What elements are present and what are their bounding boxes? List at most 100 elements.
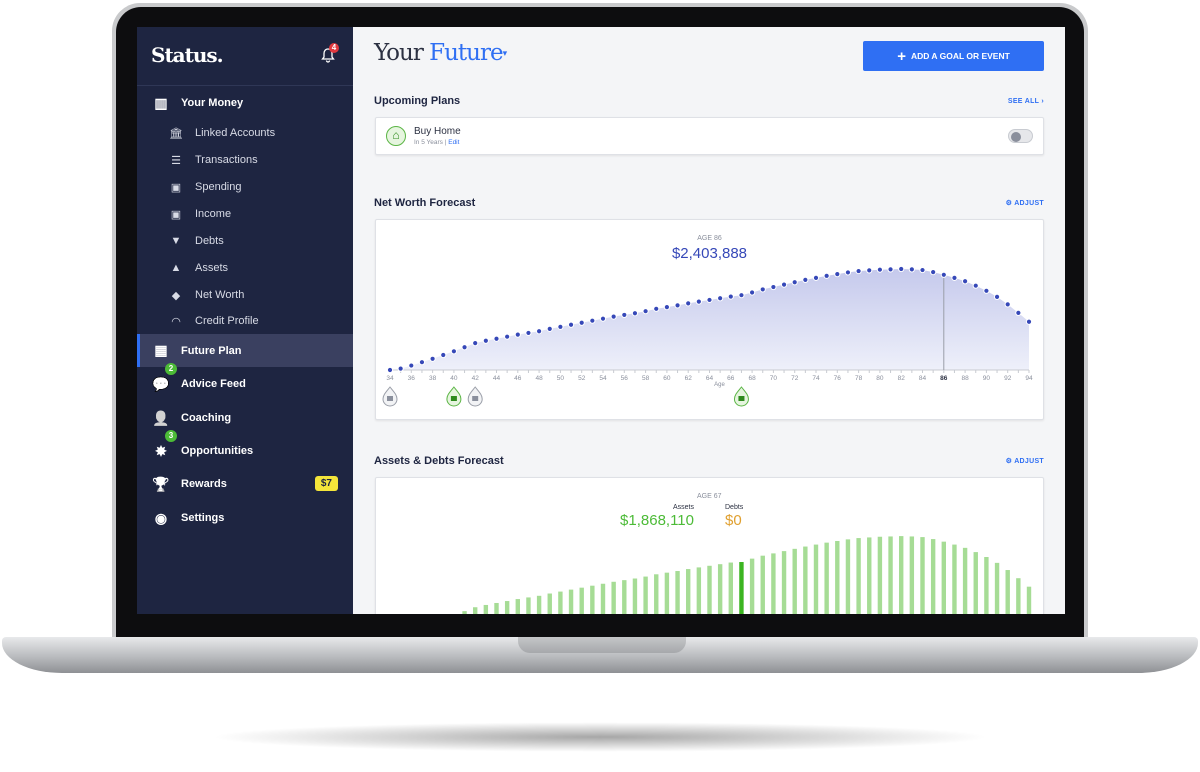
sidebar-item-label: Net Worth — [195, 289, 245, 301]
page-title[interactable]: Your Future▾ — [374, 40, 507, 66]
asset-bar — [962, 547, 968, 614]
data-point — [663, 304, 670, 311]
x-tick-label: 56 — [621, 375, 629, 382]
chevron-down-icon[interactable]: ▾ — [502, 49, 507, 59]
data-point — [685, 300, 692, 307]
sidebar-item-debts[interactable]: ▼ Debts — [137, 226, 353, 256]
asset-bar — [867, 537, 872, 614]
asset-bar — [792, 548, 797, 614]
rewards-badge: $7 — [314, 476, 338, 491]
bar-chart-icon: ▥ — [154, 94, 168, 111]
sidebar-item-coaching[interactable]: 👤 Coaching — [137, 403, 353, 433]
sidebar-item-opportunities[interactable]: ✸ Opportunities 3 — [137, 430, 353, 466]
asset-bar — [611, 581, 616, 614]
sidebar-item-label: Assets — [195, 262, 229, 274]
net-worth-adjust-button[interactable]: ⚙ ADJUST — [1006, 199, 1044, 207]
coach-icon: 👤 — [152, 409, 170, 426]
main-content: Your Future▾ + ADD A GOAL OR EVENT Upcomi… — [353, 27, 1065, 614]
data-point — [567, 321, 575, 328]
data-point — [834, 271, 841, 278]
x-tick-label: 82 — [898, 375, 906, 382]
plan-card[interactable]: ⌂ Buy Home In 5 Years | Edit — [375, 117, 1044, 155]
sidebar-item-spending[interactable]: ▣ Spending — [137, 172, 353, 202]
asset-bar — [835, 541, 840, 614]
asset-bar — [632, 578, 638, 614]
data-point — [791, 279, 798, 286]
sidebar-item-assets[interactable]: ▲ Assets — [137, 253, 353, 283]
asset-bar — [547, 593, 552, 614]
x-tick-label: 88 — [961, 375, 969, 382]
sidebar-item-credit-profile[interactable]: ◠ Credit Profile — [137, 306, 353, 336]
x-tick-label: 90 — [983, 375, 991, 382]
sidebar-item-linked-accounts[interactable]: 🏛 Linked Accounts — [137, 118, 353, 148]
see-all-link[interactable]: SEE ALL › — [1007, 98, 1044, 105]
data-point — [610, 313, 617, 320]
data-point — [514, 331, 521, 338]
sidebar-item-future-plan[interactable]: ▦ Future Plan — [137, 334, 353, 367]
net-worth-chart-card: AGE 86 $2,403,888 34 36 38 40 42 44 46 48 50 52 54… — [375, 219, 1044, 420]
asset-bar — [888, 536, 893, 614]
add-goal-button[interactable]: + ADD A GOAL OR EVENT — [863, 41, 1044, 71]
asset-bar — [558, 591, 563, 614]
payment-icon — [467, 386, 483, 407]
assets-adjust-button[interactable]: ⚙ ADJUST — [1006, 457, 1044, 465]
upcoming-plans-heading: Upcoming Plans — [374, 95, 461, 107]
data-point — [844, 269, 852, 276]
asset-bar — [590, 585, 595, 614]
adjust-label: ADJUST — [1014, 458, 1044, 465]
sidebar-item-net-worth[interactable]: ◆ Net Worth — [137, 280, 353, 310]
data-point — [759, 286, 766, 293]
net-worth-area — [390, 269, 1029, 370]
x-tick-label: 58 — [642, 375, 650, 382]
data-point — [472, 340, 479, 347]
x-tick-label: 46 — [514, 375, 522, 382]
sidebar: Status. 4 ▥ Your Money 🏛 Linked Accounts ☰ Tr… — [137, 27, 353, 614]
asset-bar — [813, 544, 819, 614]
net-worth-heading: Net Worth Forecast — [374, 197, 476, 209]
sidebar-item-advice-feed[interactable]: 💬 Advice Feed 2 — [137, 363, 353, 399]
plan-edit-link[interactable]: Edit — [448, 139, 460, 146]
asset-bar — [494, 602, 499, 614]
plan-toggle[interactable] — [1008, 129, 1033, 143]
data-point — [887, 266, 894, 273]
beach-icon — [733, 386, 749, 407]
x-tick-label: 78 — [855, 375, 863, 382]
data-point — [1025, 318, 1033, 325]
sidebar-item-settings[interactable]: ◉ Settings — [137, 503, 353, 533]
data-point — [823, 272, 830, 279]
assets-age-label: AGE 67 — [697, 493, 722, 500]
data-point — [951, 274, 958, 281]
sidebar-item-label: Income — [195, 208, 232, 220]
add-goal-label: ADD A GOAL OR EVENT — [910, 51, 1010, 61]
data-point — [717, 295, 724, 302]
sidebar-item-transactions[interactable]: ☰ Transactions — [137, 145, 353, 175]
data-point — [578, 319, 585, 326]
user-circle-icon: ◉ — [154, 509, 168, 526]
x-tick-label: 66 — [727, 375, 735, 382]
data-point — [642, 308, 649, 315]
sidebar-item-label: Transactions — [195, 154, 258, 166]
asset-bar — [803, 546, 808, 614]
sidebar-item-your-money[interactable]: ▥ Your Money — [137, 88, 353, 118]
data-point — [536, 328, 543, 335]
asset-bar — [899, 536, 904, 614]
debt-icon: ▼ — [170, 235, 182, 247]
data-point — [653, 305, 660, 312]
plane-icon — [446, 386, 462, 407]
sidebar-item-income[interactable]: ▣ Income — [137, 199, 353, 229]
asset-bar — [473, 607, 478, 614]
net-worth-chart[interactable]: 34 36 38 40 42 44 46 48 50 52 54 56 58 60 62 64 66 68 70 72… — [376, 220, 1045, 421]
assets-debts-chart[interactable] — [376, 478, 1045, 614]
notifications-bell-icon[interactable]: 4 — [320, 43, 339, 63]
asset-bar — [664, 572, 670, 614]
assets-debts-heading: Assets & Debts Forecast — [374, 455, 504, 467]
x-tick-label: 68 — [748, 375, 756, 382]
sidebar-item-rewards[interactable]: 🏆 Rewards $7 — [137, 469, 353, 499]
x-tick-label: 50 — [557, 375, 565, 382]
data-point — [482, 337, 489, 344]
asset-bar — [643, 576, 648, 614]
data-point — [866, 267, 873, 274]
data-point — [674, 302, 681, 309]
count-badge: 2 — [165, 363, 177, 375]
sidebar-item-label: Debts — [195, 235, 224, 247]
